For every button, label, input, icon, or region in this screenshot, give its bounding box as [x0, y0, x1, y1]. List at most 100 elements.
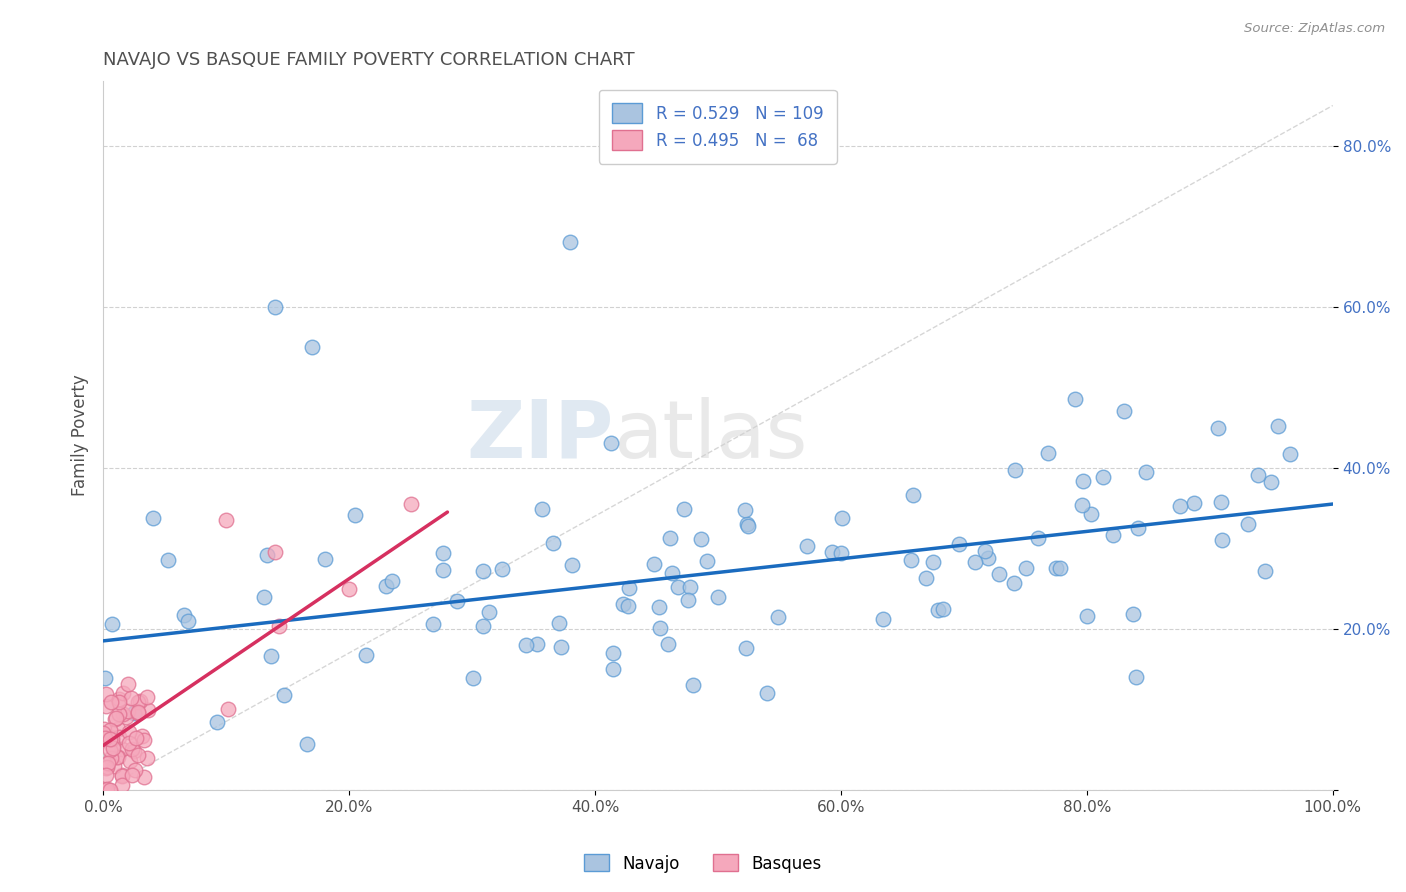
Point — [112, 686, 135, 700]
Point — [756, 686, 779, 700]
Point — [446, 594, 468, 608]
Point — [117, 677, 139, 691]
Text: NAVAJO VS BASQUE FAMILY POVERTY CORRELATION CHART: NAVAJO VS BASQUE FAMILY POVERTY CORRELAT… — [103, 51, 634, 69]
Text: Source: ZipAtlas.com: Source: ZipAtlas.com — [1244, 22, 1385, 36]
Point — [491, 562, 513, 576]
Point — [1038, 446, 1060, 460]
Point — [100, 751, 122, 765]
Legend: Navajo, Basques: Navajo, Basques — [578, 847, 828, 880]
Point — [602, 662, 624, 676]
Point — [108, 695, 131, 709]
Point — [93, 782, 115, 797]
Point — [560, 235, 582, 250]
Point — [432, 563, 454, 577]
Point — [422, 617, 444, 632]
Point — [127, 695, 149, 709]
Point — [679, 580, 702, 594]
Point — [134, 770, 156, 784]
Point — [399, 497, 422, 511]
Point — [135, 690, 157, 704]
Point — [1063, 392, 1085, 407]
Point — [122, 706, 145, 720]
Point — [1135, 465, 1157, 479]
Point — [136, 704, 159, 718]
Point — [661, 566, 683, 580]
Point — [132, 732, 155, 747]
Point — [108, 706, 131, 721]
Point — [471, 564, 494, 578]
Point — [111, 768, 134, 782]
Point — [689, 533, 711, 547]
Point — [1071, 474, 1094, 488]
Point — [831, 511, 853, 525]
Point — [127, 705, 149, 719]
Point — [616, 599, 638, 613]
Point — [93, 722, 115, 736]
Point — [914, 571, 936, 585]
Point — [120, 691, 142, 706]
Point — [1125, 670, 1147, 684]
Point — [515, 638, 537, 652]
Point — [672, 502, 695, 516]
Point — [94, 699, 117, 714]
Point — [217, 702, 239, 716]
Point — [111, 706, 134, 721]
Point — [707, 590, 730, 604]
Point — [264, 545, 287, 559]
Point — [612, 598, 634, 612]
Point — [735, 641, 758, 656]
Point — [337, 582, 360, 596]
Point — [1126, 521, 1149, 535]
Point — [381, 574, 404, 588]
Point — [648, 621, 671, 635]
Point — [737, 519, 759, 533]
Point — [948, 537, 970, 551]
Point — [94, 687, 117, 701]
Point — [901, 487, 924, 501]
Point — [253, 590, 276, 604]
Point — [121, 742, 143, 756]
Point — [98, 723, 121, 737]
Point — [1026, 531, 1049, 545]
Point — [104, 711, 127, 725]
Point — [1076, 609, 1098, 624]
Point — [1278, 447, 1301, 461]
Legend: R = 0.529   N = 109, R = 0.495   N =  68: R = 0.529 N = 109, R = 0.495 N = 68 — [599, 90, 837, 163]
Point — [104, 712, 127, 726]
Point — [127, 748, 149, 763]
Point — [1206, 421, 1229, 435]
Point — [1122, 607, 1144, 621]
Point — [128, 694, 150, 708]
Point — [987, 567, 1010, 582]
Point — [541, 536, 564, 550]
Point — [617, 582, 640, 596]
Point — [550, 640, 572, 654]
Point — [1071, 498, 1094, 512]
Point — [100, 695, 122, 709]
Point — [101, 741, 124, 756]
Point — [1112, 404, 1135, 418]
Point — [125, 731, 148, 745]
Point — [94, 671, 117, 685]
Point — [107, 749, 129, 764]
Point — [135, 751, 157, 765]
Point — [1211, 533, 1233, 548]
Point — [658, 532, 681, 546]
Point — [965, 555, 987, 569]
Point — [301, 340, 323, 354]
Point — [696, 554, 718, 568]
Point — [94, 731, 117, 746]
Point — [157, 553, 180, 567]
Point — [1004, 463, 1026, 477]
Point — [375, 579, 398, 593]
Point — [976, 550, 998, 565]
Point — [273, 688, 295, 702]
Point — [561, 558, 583, 572]
Point — [122, 744, 145, 758]
Point — [432, 546, 454, 560]
Point — [205, 714, 228, 729]
Point — [264, 300, 287, 314]
Point — [600, 436, 623, 450]
Point — [96, 782, 118, 797]
Point — [96, 760, 118, 774]
